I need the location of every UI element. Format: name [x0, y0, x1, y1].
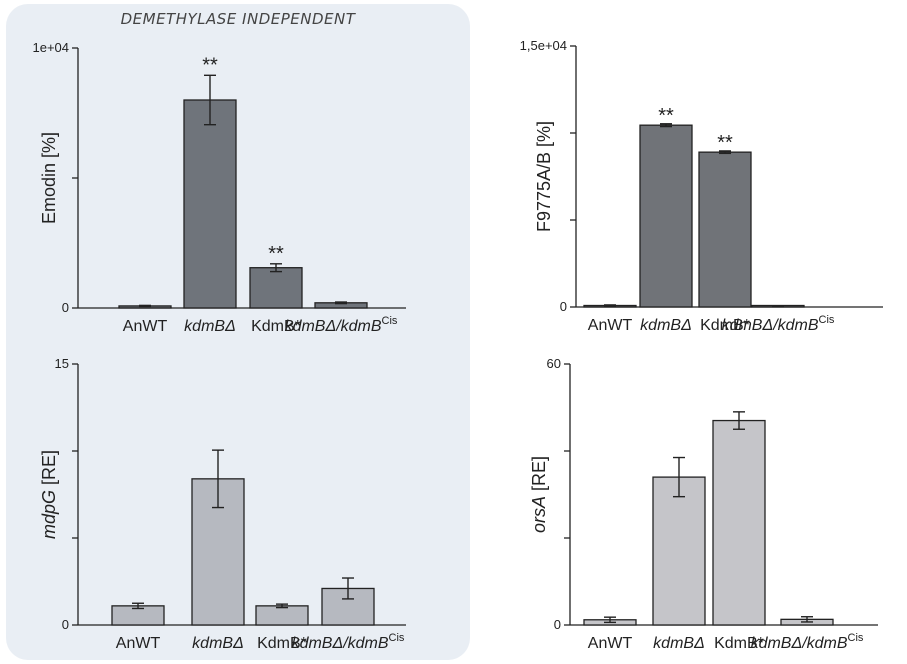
bar-2	[652, 476, 706, 626]
y-tick-label: 0	[62, 300, 69, 315]
x-category-label: kdmBΔ/kdmBCis	[292, 632, 405, 652]
y-tick-label: 1e+04	[32, 40, 69, 55]
bar-3	[712, 419, 766, 626]
x-category-label: kdmBΔ/kdmBCis	[751, 632, 864, 652]
orsa-bar-chart: 0 60 orsA [RE] AnWT kdmBΔ KdmB*kdmBΔ/kdmBCis	[529, 356, 878, 652]
significance-label: **	[717, 132, 733, 154]
x-category-label: kdmBΔ	[192, 635, 244, 652]
y-tick-label: 0	[560, 299, 567, 314]
x-category-label: KdmB*	[257, 635, 307, 652]
y-axis-label: mdpG [RE]	[39, 450, 59, 539]
f9775-bar-chart: 0 1,5e+04 F9775A/B [%] AnWT ** kdmBΔ ** KdmB*kd…	[520, 38, 883, 334]
bar-3	[698, 151, 752, 308]
x-category-label: AnWT	[123, 318, 168, 335]
bar-3	[249, 267, 303, 309]
y-axis-label: F9775A/B [%]	[534, 121, 554, 232]
x-category-label: KdmB*	[700, 317, 750, 334]
y-axis-label: orsA [RE]	[529, 456, 549, 533]
x-category-label: kdmBΔ	[184, 318, 236, 335]
bar-3	[255, 605, 309, 626]
x-category-label: AnWT	[588, 317, 633, 334]
significance-label: **	[268, 243, 284, 265]
x-category-label: kdmBΔ	[653, 635, 705, 652]
y-tick-label: 1,5e+04	[520, 38, 567, 53]
x-category-label: kdmBΔ/kdmBCis	[722, 314, 835, 334]
y-tick-label: 60	[547, 356, 561, 371]
bar-2	[183, 99, 237, 309]
x-category-label: AnWT	[588, 635, 633, 652]
y-tick-label: 0	[554, 617, 561, 632]
x-category-label: kdmBΔ/kdmBCis	[285, 315, 398, 335]
x-category-label: KdmB*	[714, 635, 764, 652]
emodin-bar-chart: 0 1e+04 Emodin [%] AnWT ** kdmBΔ ** KdmB*kdmBΔ/…	[32, 40, 406, 335]
y-tick-label: 0	[62, 617, 69, 632]
x-category-label: AnWT	[116, 635, 161, 652]
panel-title: DEMETHYLASE INDEPENDENT	[120, 10, 356, 28]
y-tick-label: 15	[55, 356, 69, 371]
mdpg-bar-chart: 0 15 mdpG [RE] AnWT kdmBΔ KdmB*kdmBΔ/kdmBCis	[39, 356, 406, 652]
bar-2	[639, 124, 693, 308]
x-category-label: kdmBΔ	[640, 317, 692, 334]
significance-label: **	[202, 54, 218, 76]
significance-label: **	[658, 105, 674, 127]
x-category-label: KdmB*	[251, 318, 301, 335]
y-axis-label: Emodin [%]	[39, 132, 59, 224]
